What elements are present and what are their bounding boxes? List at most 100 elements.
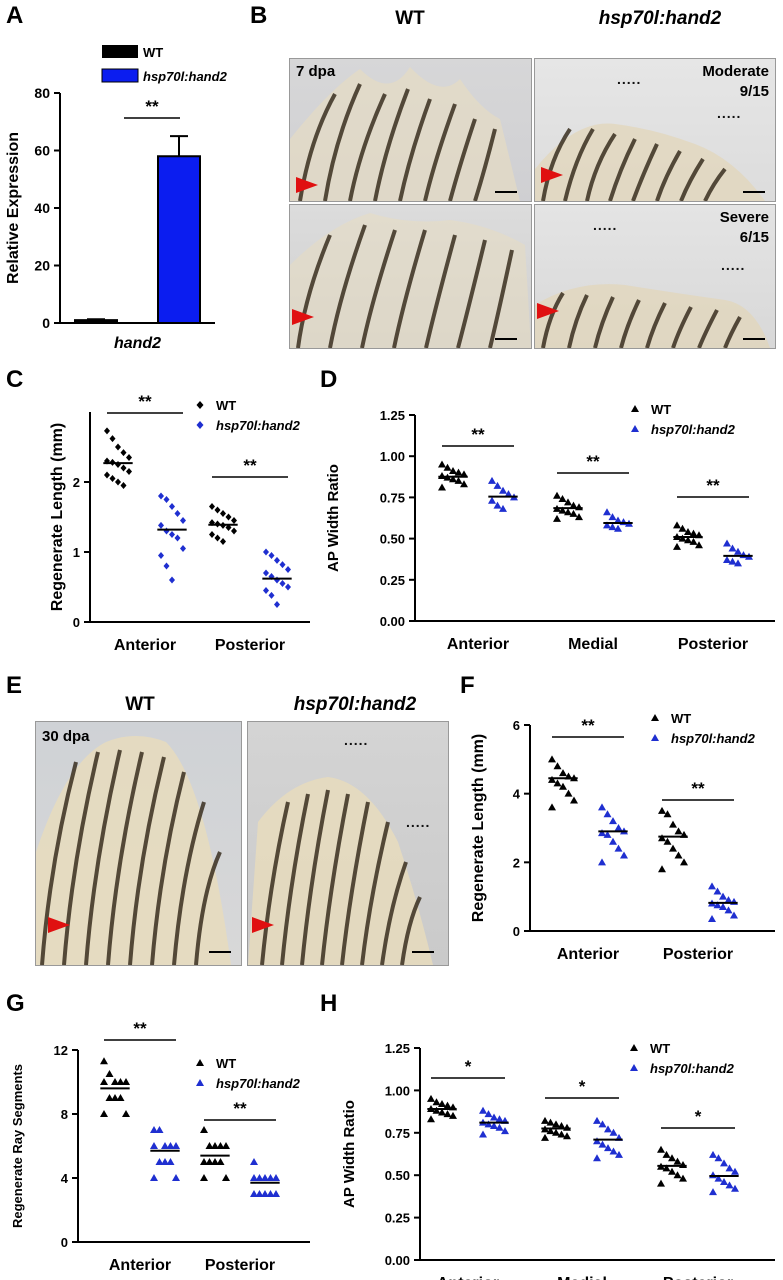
panel-letter-b: B (250, 2, 268, 29)
data-point (689, 537, 698, 545)
data-point (150, 1174, 158, 1181)
y-axis-label: AP Width Ratio (341, 1100, 358, 1208)
significance-marker: ** (138, 392, 152, 411)
data-point (460, 480, 468, 488)
scale-bar (495, 191, 517, 193)
data-point (495, 1115, 504, 1123)
data-point (608, 513, 617, 521)
x-group-label: Posterior (663, 946, 733, 963)
red-arrow-marker (292, 309, 314, 325)
data-point (104, 471, 110, 479)
data-point (111, 1078, 119, 1085)
data-point (541, 1133, 549, 1141)
data-point (678, 524, 687, 532)
data-point (689, 529, 698, 537)
data-point (668, 1167, 676, 1175)
y-tick-label: 80 (34, 85, 50, 101)
data-point (174, 534, 181, 542)
y-tick-label: 60 (34, 143, 50, 159)
data-point (725, 1164, 734, 1172)
data-point (211, 1158, 219, 1165)
data-point (120, 464, 127, 472)
significance-marker: * (465, 1057, 472, 1076)
data-point (432, 1098, 441, 1106)
data-point (609, 817, 617, 825)
data-point (120, 482, 127, 489)
data-point (734, 559, 742, 567)
data-point (488, 496, 496, 504)
data-point (709, 1188, 717, 1196)
data-point (720, 1159, 728, 1167)
data-point (499, 486, 507, 494)
data-point (714, 1174, 723, 1182)
y-tick-label: 2 (73, 475, 80, 490)
data-point (200, 1158, 208, 1165)
data-point (122, 1110, 130, 1117)
e-col-title-tg: hsp70l:hand2 (293, 694, 417, 715)
legend-tg-label: hsp70l:hand2 (143, 69, 228, 84)
legend-wt-label: WT (216, 398, 236, 413)
data-point (684, 528, 692, 536)
data-point (109, 475, 116, 482)
data-point (443, 1110, 452, 1118)
data-point (158, 552, 164, 559)
data-point (708, 882, 716, 890)
chart-g-ray-segments: 0 4 8 12 Regenerate Ray Segments Anterior Post… (10, 1019, 310, 1274)
data-point (438, 1108, 446, 1116)
data-point (663, 810, 672, 818)
data-point (615, 1150, 623, 1158)
legend-wt-label: WT (651, 402, 671, 417)
data-point (174, 510, 181, 517)
significance-marker: ** (706, 476, 720, 495)
y-tick-label: 1.25 (380, 408, 405, 423)
y-tick-label: 0.75 (385, 1126, 410, 1141)
y-tick-label: 6 (513, 718, 520, 733)
data-point (608, 523, 617, 531)
data-point (479, 1130, 487, 1138)
data-point (662, 1164, 671, 1172)
x-group-label: Anterior (557, 946, 619, 963)
panel-letter-h: H (320, 990, 338, 1017)
data-point (220, 510, 226, 517)
e-amputation-dots: ..... (406, 814, 431, 830)
significance-marker: ** (145, 97, 159, 116)
data-point (214, 534, 221, 542)
y-axis-label: Relative Expression (5, 132, 22, 284)
data-point (484, 1120, 493, 1128)
y-tick-label: 40 (34, 200, 50, 216)
data-point (674, 827, 683, 835)
data-point (598, 803, 606, 811)
data-point (548, 803, 556, 811)
data-point (493, 501, 502, 509)
data-point (695, 541, 703, 549)
data-point (546, 1118, 555, 1126)
data-point (658, 806, 666, 814)
data-point (598, 1140, 607, 1148)
data-point (454, 476, 463, 484)
significance-marker: ** (133, 1019, 147, 1038)
b-amputation-dots: ..... (717, 105, 742, 121)
data-point (460, 470, 468, 478)
data-point (557, 1122, 566, 1130)
data-point (100, 1110, 108, 1117)
data-point (209, 503, 215, 510)
data-point (268, 591, 275, 599)
data-point (150, 1126, 158, 1133)
data-point (261, 1174, 269, 1181)
legend-marker (651, 714, 659, 721)
scale-bar (209, 951, 231, 953)
data-point (720, 1177, 728, 1185)
data-point (563, 1132, 571, 1140)
data-point (161, 1158, 169, 1165)
data-point (274, 601, 280, 608)
x-group-label: Anterior (437, 1275, 499, 1280)
data-point (272, 1174, 280, 1181)
panel-letter-f: F (460, 672, 475, 699)
data-point (158, 492, 164, 500)
data-point (678, 534, 687, 542)
data-point (657, 1145, 665, 1153)
y-tick-label: 0 (513, 924, 520, 939)
data-point (593, 1116, 601, 1124)
data-point (668, 1154, 676, 1162)
photo-e-wt: 30 dpa (35, 721, 242, 966)
